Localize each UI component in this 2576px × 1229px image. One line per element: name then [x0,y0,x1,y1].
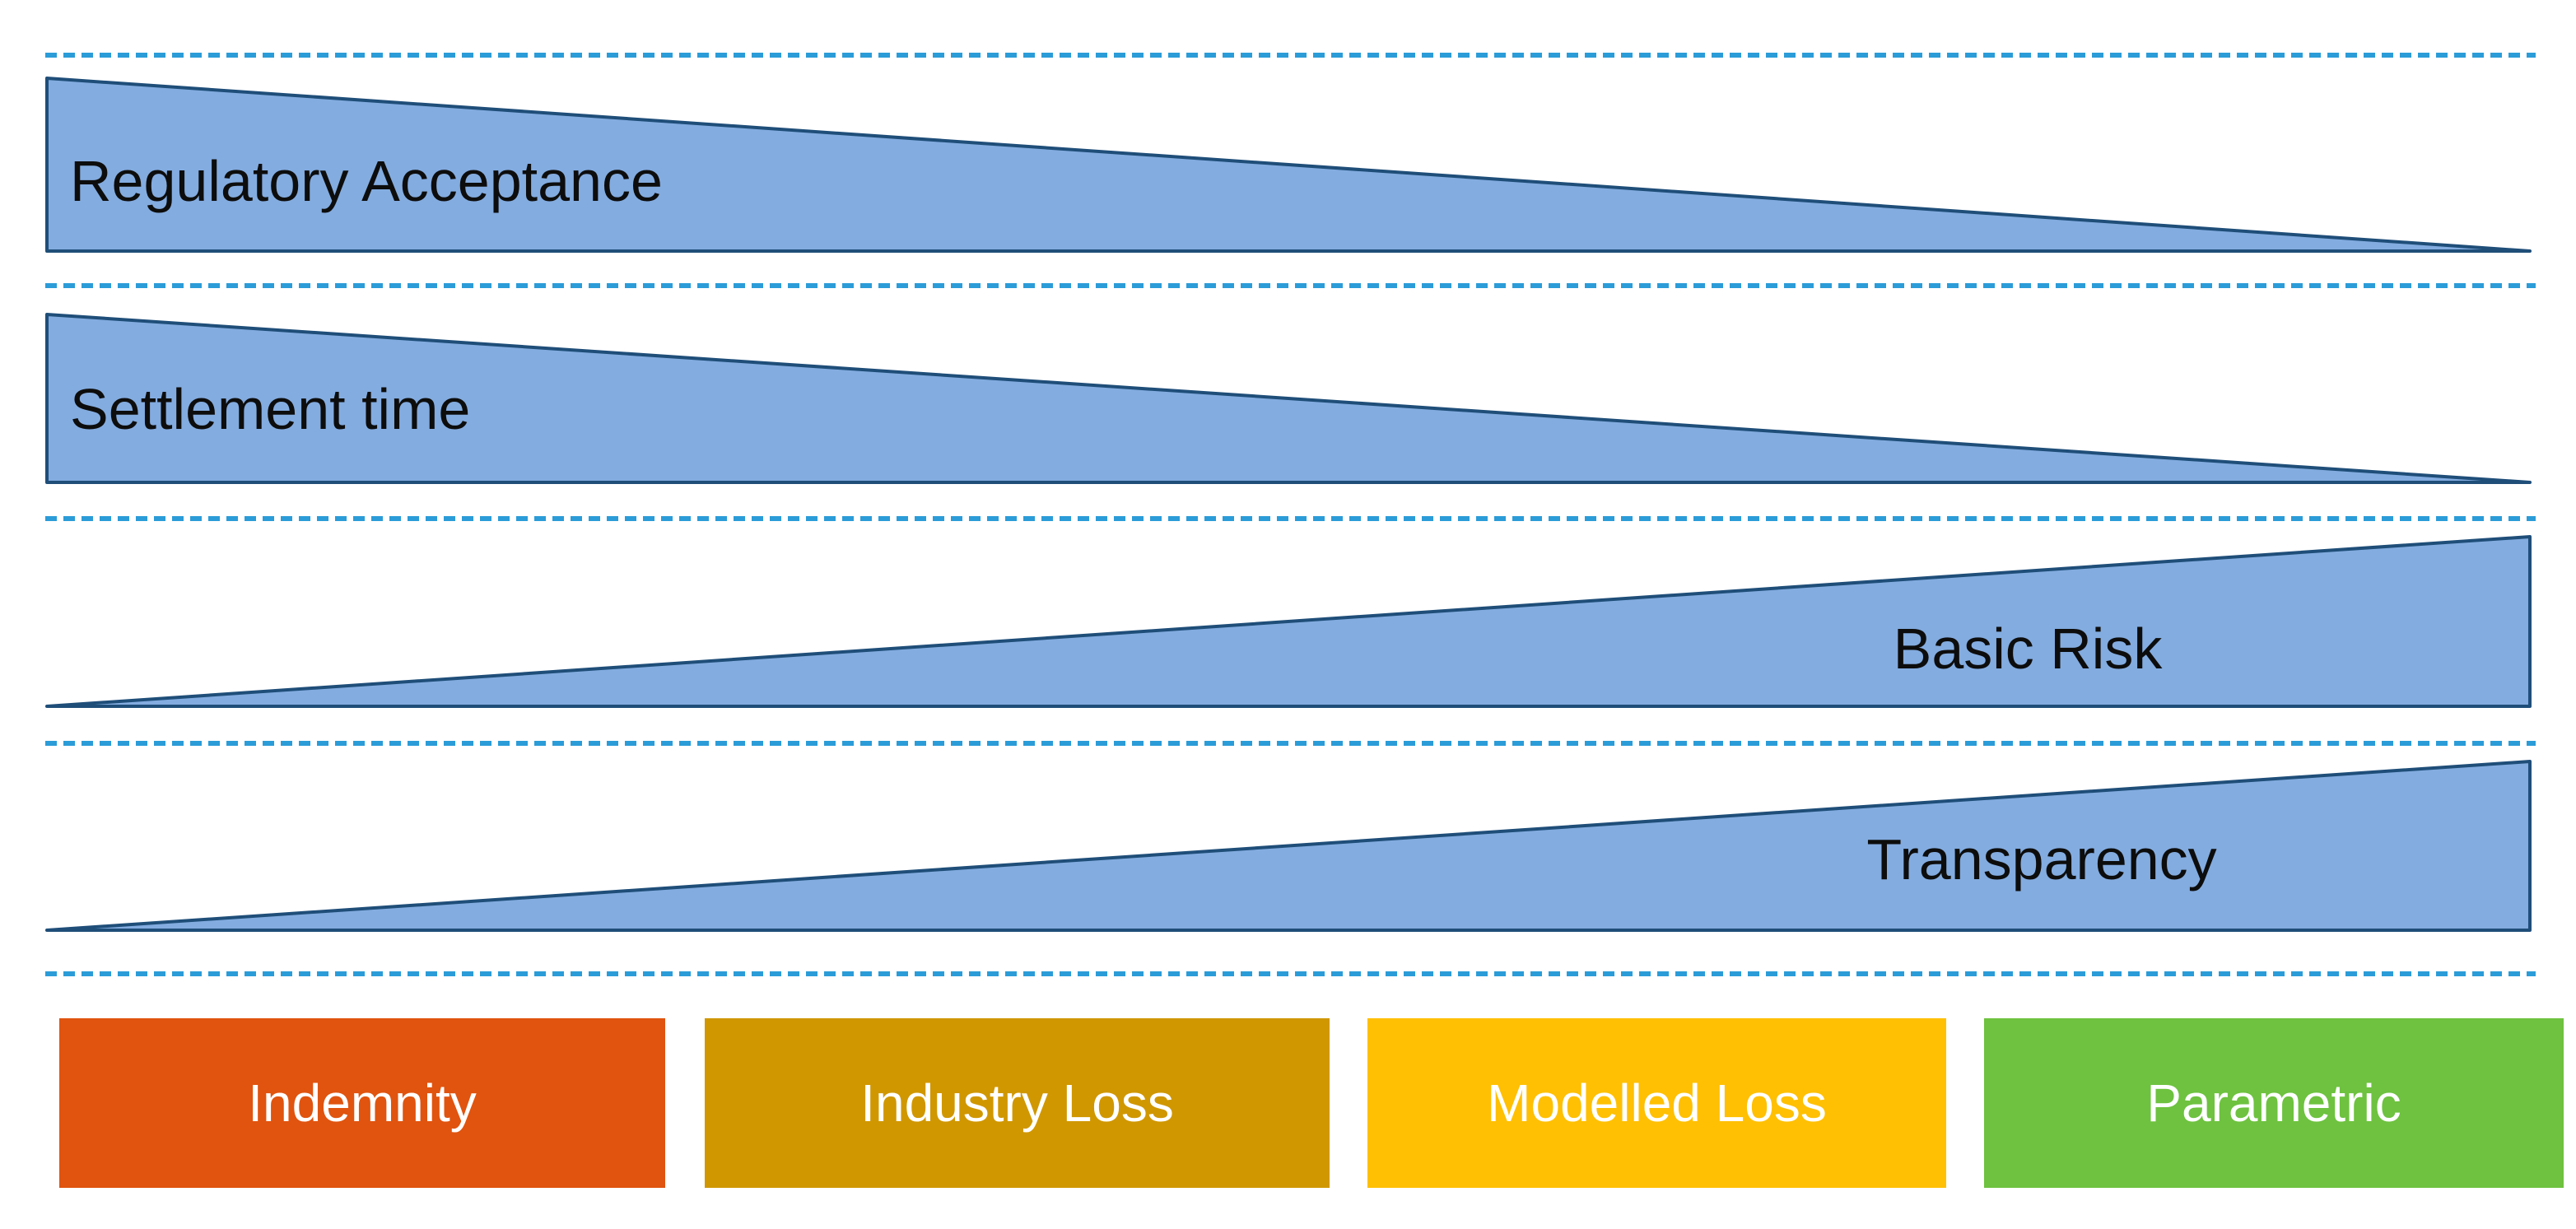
wedge-label-basic-risk: Basic Risk [1893,617,2163,681]
dashed-separator [45,516,2536,521]
wedge-label-transparency: Transparency [1866,827,2217,891]
wedge-shape [45,77,2532,253]
wedge-shape [45,760,2532,932]
wedge-settlement-time [45,313,2532,484]
wedge-basic-risk [45,535,2532,708]
dashed-separator [45,53,2536,58]
trigger-label-modelled-loss: Modelled Loss [1487,1073,1827,1133]
trigger-box-industry-loss: Industry Loss [705,1018,1330,1188]
wedge-shape [45,535,2532,708]
dashed-separator [45,971,2536,976]
trigger-box-parametric: Parametric [1984,1018,2564,1188]
dashed-separator [45,283,2536,288]
trigger-box-modelled-loss: Modelled Loss [1367,1018,1946,1188]
trigger-label-industry-loss: Industry Loss [860,1073,1174,1133]
wedge-transparency [45,760,2532,932]
dashed-separator [45,741,2536,746]
trigger-box-indemnity: Indemnity [59,1018,665,1188]
trigger-label-indemnity: Indemnity [248,1073,477,1133]
trigger-label-parametric: Parametric [2146,1073,2401,1133]
wedge-shape [45,313,2532,484]
wedge-label-regulatory-acceptance: Regulatory Acceptance [70,149,663,213]
wedge-regulatory-acceptance [45,77,2532,253]
wedge-label-settlement-time: Settlement time [70,377,471,441]
